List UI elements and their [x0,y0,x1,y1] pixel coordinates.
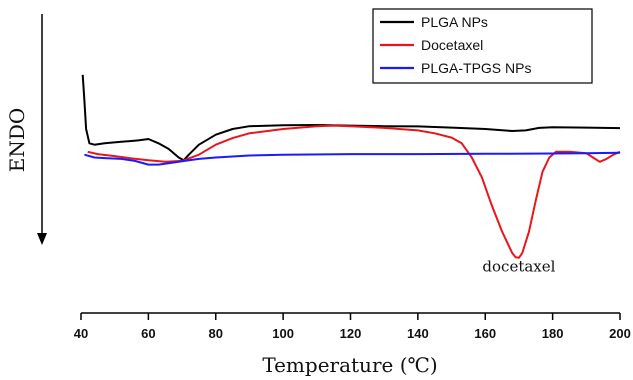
y-axis-title: ENDO [5,108,29,173]
series-line-docetaxel [87,124,621,259]
x-tick-label: 200 [609,326,631,341]
x-tick-label: 120 [340,326,362,341]
legend: PLGA NPs Docetaxel PLGA-TPGS NPs [372,8,593,84]
docetaxel-peak-annotation: docetaxel [482,258,555,276]
series-line-plga-tpgs-nps [84,151,621,166]
x-tick-label: 180 [542,326,564,341]
legend-label: Docetaxel [421,37,483,53]
x-axis-ticks: 40 60 80 100 120 140 160 180 200 [74,313,631,341]
legend-label: PLGA-TPGS NPs [421,60,531,76]
x-tick-label: 80 [209,326,223,341]
x-tick-label: 100 [272,326,294,341]
x-tick-label: 60 [141,326,155,341]
x-axis-title: Temperature (℃) [262,353,437,377]
series-group [81,74,621,259]
legend-label: PLGA NPs [421,14,488,30]
x-tick-label: 40 [74,326,88,341]
x-tick-label: 140 [407,326,429,341]
x-tick-label: 160 [474,326,496,341]
series-line-plga-nps [81,74,621,162]
endo-arrow-head [37,233,47,245]
